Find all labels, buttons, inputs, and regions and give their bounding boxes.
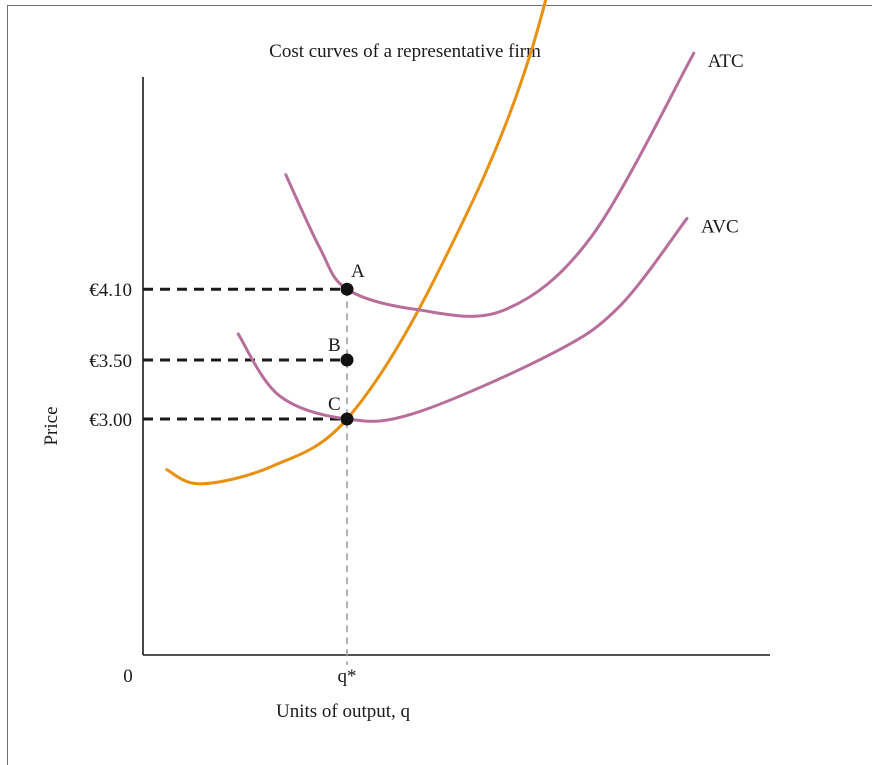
point-a-marker [340,282,354,296]
point-c-label: C [328,394,341,415]
guide-lines [143,287,348,665]
price-label-1: €3.50 [89,351,132,372]
point-c-marker [340,412,354,426]
x-tick-label-qstar: q* [338,666,357,687]
price-label-2: €3.00 [89,410,132,431]
point-b-label: B [328,335,341,356]
point-a-label: A [351,261,365,282]
mc-curve [165,0,548,486]
text-labels: €4.10€3.50€3.00MCATCAVCABC [89,51,744,431]
figure-frame [7,5,872,765]
point-markers [340,282,354,426]
origin-label: 0 [123,666,133,687]
cost-curves [165,0,696,486]
price-label-0: €4.10 [89,280,132,301]
atc-curve-label: ATC [708,51,744,72]
x-axis-label: Units of output, q [276,701,411,722]
avc-curve-label: AVC [701,216,739,237]
avc-curve [236,216,689,423]
chart-title: Cost curves of a representative firm [269,41,541,62]
atc-curve [284,51,696,318]
axes [142,77,770,656]
point-b-marker [340,353,354,367]
y-axis-label: Price [41,406,62,445]
